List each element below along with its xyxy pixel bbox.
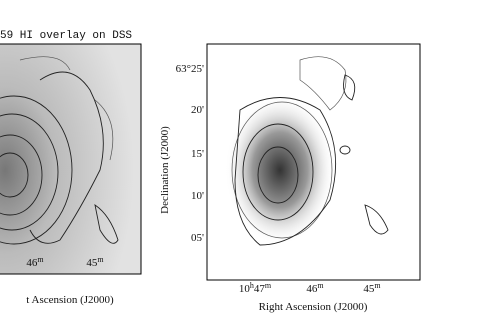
tick-part: m <box>317 281 324 290</box>
y-tick-label: 15' <box>191 148 204 160</box>
tick-part: 45 <box>86 257 98 269</box>
x-tick-label: 46m <box>26 255 44 269</box>
y-tick-label: 10' <box>191 190 204 202</box>
tick-part: h <box>250 281 254 290</box>
contours <box>231 56 389 246</box>
x-tick-label: 46m <box>306 281 324 295</box>
tick-part: 46 <box>26 257 38 269</box>
right-panel: Declination (J2000) 63°25' 20' 15' 10' 05' 1… <box>159 43 421 313</box>
y-tick-label: 05' <box>191 232 204 244</box>
tick-part: 45 <box>363 283 375 295</box>
tick-part: m <box>97 255 104 264</box>
tick-part: m <box>265 281 272 290</box>
left-panel: 59 HI overlay on DSS 46m 45m t Ascension… <box>0 30 142 306</box>
y-axis-label: Declination (J2000) <box>159 126 171 214</box>
y-tick-label: 63°25' <box>176 63 204 75</box>
tick-part: m <box>37 255 44 264</box>
y-tick-label: 20' <box>191 104 204 116</box>
galaxy-image <box>225 95 335 245</box>
contours <box>0 56 119 245</box>
x-tick-label: 10h47m <box>239 281 272 295</box>
x-tick-label: 45m <box>86 255 104 269</box>
tick-part: 46 <box>306 283 318 295</box>
x-tick-label: 45m <box>363 281 381 295</box>
tick-part: 47 <box>254 283 266 295</box>
x-axis-label: t Ascension (J2000) <box>26 294 114 306</box>
tick-part: 10 <box>239 283 251 295</box>
x-axis-label: Right Ascension (J2000) <box>259 301 368 313</box>
image-frame <box>0 43 142 275</box>
panel-title: 59 HI overlay on DSS <box>0 30 132 42</box>
tick-part: m <box>374 281 381 290</box>
